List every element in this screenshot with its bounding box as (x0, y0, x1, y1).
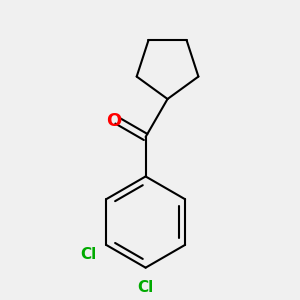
Text: O: O (106, 112, 121, 130)
Text: Cl: Cl (137, 280, 154, 295)
Text: Cl: Cl (80, 248, 97, 262)
